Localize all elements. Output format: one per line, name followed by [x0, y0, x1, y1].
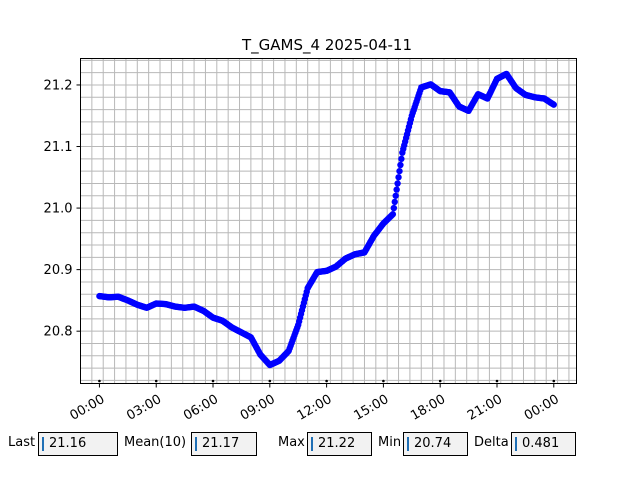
delta-label: Delta — [474, 435, 509, 450]
x-tick-dot — [211, 379, 215, 383]
data-point — [395, 174, 402, 181]
y-tick-label: 21.2 — [44, 78, 73, 93]
delta-value-field[interactable]: 0.481 — [511, 432, 576, 456]
min-value-field[interactable]: 20.74 — [403, 432, 468, 456]
data-point — [397, 161, 404, 169]
max-value: 21.22 — [318, 436, 356, 451]
x-tick-label: 03:00 — [124, 392, 164, 424]
mean-label: Mean(10) — [124, 435, 187, 450]
text-cursor — [311, 437, 313, 451]
data-point — [393, 186, 400, 193]
mean-value-field[interactable]: 21.17 — [191, 432, 257, 456]
text-cursor — [42, 437, 44, 451]
data-point — [398, 155, 405, 163]
x-tick-dot — [495, 379, 499, 383]
y-axis: 20.8 20.9 21.0 21.1 21.2 — [44, 78, 81, 340]
text-cursor — [407, 437, 409, 451]
y-tick-label: 21.0 — [44, 202, 73, 217]
stats-bar: Last 21.16 Mean(10) 21.17 Max 21.22 Min … — [0, 430, 640, 460]
data-points — [96, 70, 557, 369]
min-label: Min — [378, 435, 402, 450]
y-tick-label: 20.9 — [44, 263, 73, 278]
x-tick-label: 12:00 — [295, 392, 335, 424]
max-value-field[interactable]: 21.22 — [307, 432, 372, 456]
x-tick-label: 00:00 — [522, 392, 562, 424]
x-tick-dot — [98, 379, 101, 383]
x-tick-label: 09:00 — [238, 392, 278, 424]
data-point — [550, 101, 557, 108]
y-tick-label: 20.8 — [44, 325, 73, 340]
y-tick-label: 21.1 — [44, 140, 73, 155]
data-point — [389, 211, 397, 218]
x-tick-label: 21:00 — [465, 392, 505, 424]
last-label: Last — [8, 435, 36, 450]
x-tick-label: 00:00 — [67, 392, 107, 424]
x-tick-dot — [325, 379, 328, 383]
x-tick-dot — [552, 379, 556, 383]
x-tick-label: 06:00 — [181, 392, 221, 424]
x-axis: 00:00 03:00 06:00 09:00 12:00 15:00 18:00 21:00… — [67, 379, 562, 424]
min-value: 20.74 — [414, 436, 452, 451]
delta-value: 0.481 — [522, 436, 560, 451]
temperature-chart: T_GAMS_4 2025-04-11 20.8 20.9 21.0 21.1 21.2… — [44, 36, 577, 424]
chart-title: T_GAMS_4 2025-04-11 — [241, 36, 412, 55]
data-point — [394, 180, 401, 187]
data-point — [391, 198, 398, 206]
x-tick-dot — [154, 379, 158, 383]
data-point — [396, 167, 403, 175]
last-value: 21.16 — [49, 436, 87, 451]
last-value-field[interactable]: 21.16 — [38, 432, 118, 456]
max-label: Max — [278, 435, 305, 450]
plot-frame — [80, 58, 577, 384]
x-tick-dot — [438, 379, 442, 383]
grid-lines — [80, 58, 577, 384]
data-point — [390, 204, 398, 212]
x-tick-label: 15:00 — [351, 392, 391, 424]
mean-value: 21.17 — [202, 436, 240, 451]
x-tick-dot — [268, 379, 272, 383]
data-point — [392, 192, 399, 199]
x-tick-label: 18:00 — [408, 392, 448, 424]
x-tick-dot — [382, 379, 385, 383]
text-cursor — [195, 437, 197, 451]
text-cursor — [515, 437, 517, 451]
